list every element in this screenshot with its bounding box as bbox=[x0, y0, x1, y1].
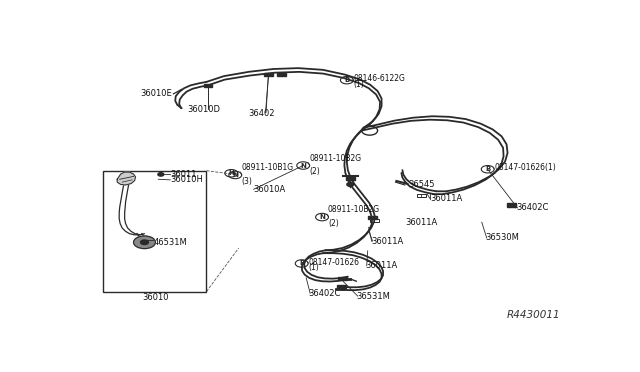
Text: B: B bbox=[299, 260, 305, 266]
Text: 36010A: 36010A bbox=[253, 185, 286, 194]
Text: N: N bbox=[319, 214, 325, 220]
Text: (2): (2) bbox=[309, 167, 320, 176]
Bar bbox=[277, 73, 286, 76]
Text: 36011: 36011 bbox=[170, 170, 196, 179]
Text: 36531M: 36531M bbox=[356, 292, 390, 301]
Text: B: B bbox=[344, 77, 349, 83]
Text: 36545: 36545 bbox=[408, 180, 435, 189]
Circle shape bbox=[134, 236, 156, 248]
Text: 36010H: 36010H bbox=[170, 175, 203, 185]
Text: 36010: 36010 bbox=[143, 293, 169, 302]
Text: 36010D: 36010D bbox=[188, 105, 221, 113]
Text: 36402C: 36402C bbox=[516, 203, 549, 212]
Text: (1): (1) bbox=[308, 263, 319, 272]
Text: N: N bbox=[232, 172, 238, 178]
Text: 08147-01626: 08147-01626 bbox=[308, 257, 360, 267]
Bar bbox=[417, 194, 426, 197]
Circle shape bbox=[158, 173, 164, 176]
Text: (1): (1) bbox=[354, 80, 365, 89]
Bar bbox=[204, 84, 212, 87]
Polygon shape bbox=[117, 172, 136, 185]
Text: 36011A: 36011A bbox=[371, 237, 403, 246]
Text: 36010E: 36010E bbox=[140, 89, 172, 99]
Bar bbox=[346, 177, 355, 180]
Text: 08911-10B2G: 08911-10B2G bbox=[309, 154, 361, 163]
Text: 36402: 36402 bbox=[249, 109, 275, 118]
Text: 08146-6122G: 08146-6122G bbox=[354, 74, 406, 83]
Text: 36402C: 36402C bbox=[308, 289, 340, 298]
Bar bbox=[103, 171, 207, 292]
Bar bbox=[339, 278, 348, 280]
Text: 36011A: 36011A bbox=[405, 218, 438, 227]
Text: H: H bbox=[228, 170, 234, 176]
Bar bbox=[507, 203, 516, 206]
Circle shape bbox=[141, 240, 148, 244]
Text: 08911-10B1G: 08911-10B1G bbox=[241, 163, 293, 172]
Text: N: N bbox=[300, 163, 306, 169]
Text: 36530M: 36530M bbox=[486, 234, 520, 243]
Text: (2): (2) bbox=[328, 219, 339, 228]
Text: 08911-10B2G: 08911-10B2G bbox=[328, 205, 380, 214]
Text: 36011A: 36011A bbox=[430, 194, 463, 203]
Text: (3): (3) bbox=[241, 177, 252, 186]
Text: 08147-01626(1): 08147-01626(1) bbox=[495, 163, 556, 172]
Bar bbox=[337, 285, 346, 288]
Text: B: B bbox=[485, 166, 490, 172]
Text: 36011A: 36011A bbox=[365, 261, 397, 270]
Text: R4430011: R4430011 bbox=[506, 310, 560, 320]
Bar bbox=[368, 216, 377, 219]
Bar bbox=[264, 73, 273, 76]
Circle shape bbox=[347, 182, 354, 186]
Bar bbox=[370, 219, 379, 222]
Text: 46531M: 46531M bbox=[154, 238, 187, 247]
